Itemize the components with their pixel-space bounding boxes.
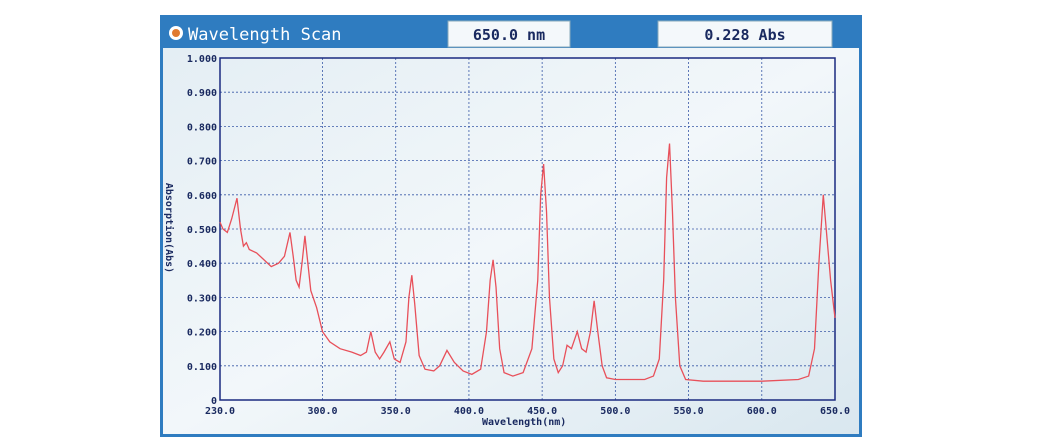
chart-background xyxy=(163,48,859,434)
x-tick-label: 550.0 xyxy=(674,406,704,417)
absorbance-display: 0.228 Abs xyxy=(704,26,785,44)
y-tick-label: 0.900 xyxy=(187,88,217,99)
y-tick-label: 0.600 xyxy=(187,191,217,202)
x-axis-label: Wavelength(nm) xyxy=(482,417,566,428)
y-axis-label: Absorption(Abs) xyxy=(163,183,175,273)
x-tick-label: 600.0 xyxy=(747,406,777,417)
x-tick-label: 350.0 xyxy=(381,406,411,417)
x-tick-label: 300.0 xyxy=(307,406,337,417)
window-title: Wavelength Scan xyxy=(188,25,342,45)
y-tick-label: 1.000 xyxy=(187,54,217,65)
spectrum-line xyxy=(219,143,836,382)
y-tick-label: 0.500 xyxy=(187,225,217,236)
wavelength-box xyxy=(447,20,571,48)
app-icon-inner xyxy=(172,29,180,37)
y-tick-label: 0.100 xyxy=(187,362,217,373)
x-tick-label: 400.0 xyxy=(454,406,484,417)
x-tick-label: 650.0 xyxy=(820,406,850,417)
x-tick-label: 230.0 xyxy=(205,406,235,417)
wavelength-display: 650.0 nm xyxy=(473,26,545,44)
y-tick-label: 0.700 xyxy=(187,157,217,168)
absorbance-box xyxy=(657,20,833,48)
y-tick-label: 0.400 xyxy=(187,259,217,270)
x-tick-label: 450.0 xyxy=(527,406,557,417)
y-tick-label: 0 xyxy=(211,396,217,407)
plot-border xyxy=(219,57,836,401)
y-tick-label: 0.300 xyxy=(187,293,217,304)
y-tick-label: 0.800 xyxy=(187,122,217,133)
plot: 0 0.100 0.200 0.300 0.400 0.500 0.600 0.700 0.80… xyxy=(187,54,850,417)
y-tick-label: 0.200 xyxy=(187,328,217,339)
x-tick-label: 500.0 xyxy=(600,406,630,417)
